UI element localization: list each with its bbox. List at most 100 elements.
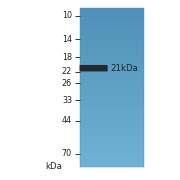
Bar [80,149,144,150]
Bar [80,12,144,13]
Bar [80,44,144,45]
Bar [80,113,144,114]
Bar [80,33,144,35]
Bar [80,17,144,19]
Bar [80,66,144,68]
Bar [80,147,144,149]
Bar [80,108,144,109]
Bar [80,159,144,161]
Bar [80,71,144,72]
Bar [80,60,144,61]
Bar [80,156,144,157]
Bar [80,157,144,158]
Text: 44: 44 [62,116,72,125]
Bar [80,85,144,86]
Text: 18: 18 [62,53,72,62]
Bar [80,82,144,84]
Bar [80,143,144,145]
Bar [80,11,144,12]
Bar [80,134,144,136]
Bar [80,121,144,122]
Bar [80,58,144,60]
Bar [80,100,144,101]
Bar [80,31,144,32]
Bar [80,114,144,116]
Bar [80,97,144,98]
Bar [80,89,144,90]
Bar [80,53,144,55]
Bar [80,43,144,44]
Bar [80,36,144,37]
Bar [80,65,144,66]
Bar [80,64,144,65]
Bar [80,78,144,80]
Bar [80,166,144,167]
Text: 10: 10 [62,11,72,20]
Bar [80,49,144,51]
Bar [80,39,144,40]
Bar [80,24,144,25]
Bar [80,109,144,110]
Bar [80,128,144,129]
Bar [80,124,144,125]
Bar [80,19,144,20]
Bar [80,142,144,143]
Bar [80,76,144,77]
Bar [80,133,144,134]
Bar [80,112,144,113]
Bar [80,52,144,53]
Bar [80,41,144,43]
Bar [80,90,144,92]
Bar [80,21,144,23]
Bar [80,73,144,75]
Bar [80,162,144,163]
Bar [80,125,144,126]
Bar [80,8,144,9]
Bar [80,118,144,120]
Bar [80,98,144,100]
Bar [80,25,144,27]
Bar [80,48,144,49]
Bar [80,93,144,94]
Bar [80,110,144,112]
Bar [80,37,144,39]
Bar [80,153,144,154]
Bar [80,80,144,81]
Bar [80,163,144,165]
Bar [80,23,144,24]
Bar [80,130,144,132]
FancyBboxPatch shape [80,65,108,71]
Bar [80,151,144,153]
Bar [80,92,144,93]
Bar [80,45,144,47]
Bar [80,57,144,58]
Bar [80,27,144,28]
Bar [80,154,144,156]
Bar [80,84,144,85]
Bar [80,96,144,97]
Bar [80,88,144,89]
Bar [80,117,144,118]
Bar [80,32,144,33]
Bar [80,9,144,11]
Bar [80,129,144,130]
Bar [80,77,144,78]
Text: 22: 22 [62,67,72,76]
Bar [80,51,144,52]
Bar [80,140,144,141]
Bar [80,165,144,166]
Bar [80,75,144,76]
Bar [80,40,144,41]
Bar [80,55,144,56]
Bar [80,15,144,16]
Bar [80,102,144,104]
Text: 33: 33 [62,96,72,105]
Bar [80,141,144,142]
Bar [80,68,144,69]
Bar [80,69,144,71]
Bar [80,122,144,124]
Bar [80,13,144,15]
Bar [80,161,144,162]
Text: 14: 14 [62,35,72,44]
Bar [80,8,144,167]
